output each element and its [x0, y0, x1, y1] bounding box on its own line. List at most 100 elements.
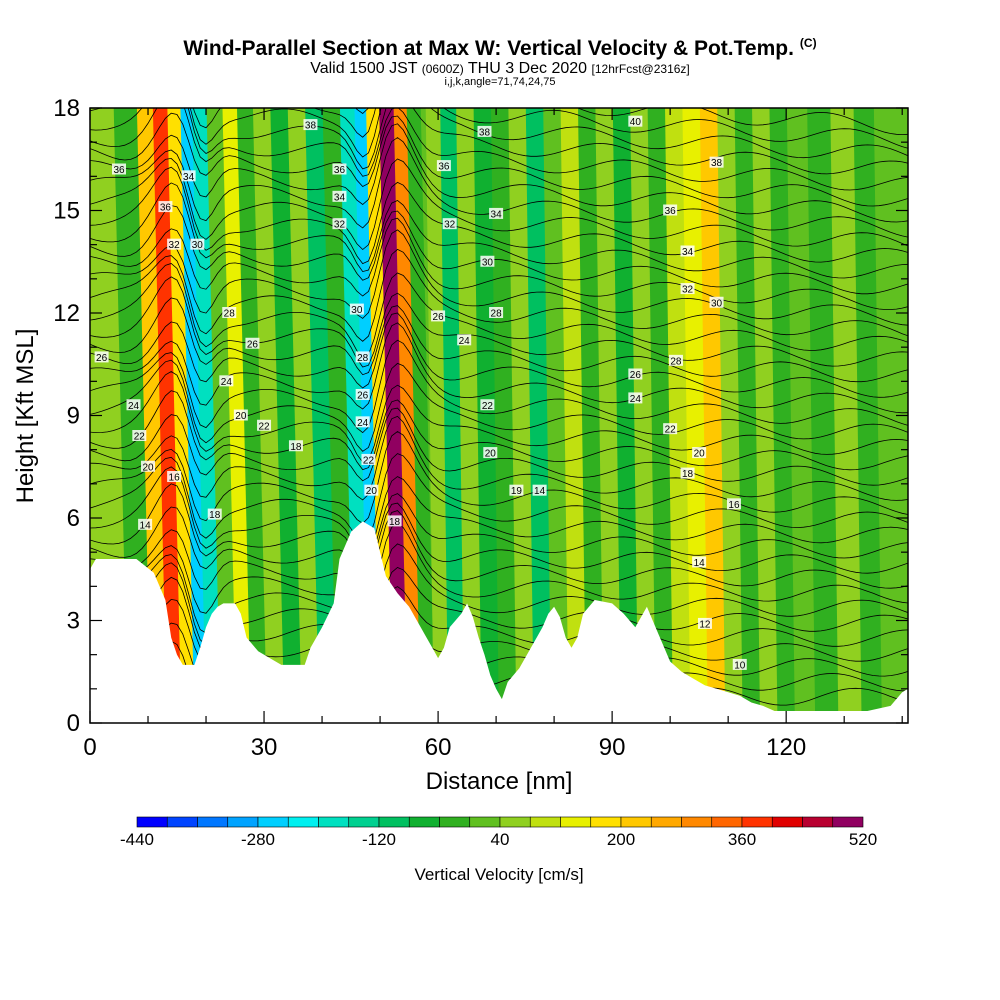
contour-label: 26	[628, 368, 643, 381]
contour-label: 20	[141, 460, 156, 473]
velocity-band	[393, 108, 422, 723]
terrain-mask	[90, 521, 908, 723]
contour-label: 28	[668, 354, 683, 367]
contour-label: 24	[628, 392, 643, 405]
contour-label: 18	[288, 440, 303, 453]
colorbar-label: -120	[362, 830, 396, 849]
valid-date: THU 3 Dec 2020	[467, 60, 588, 77]
contour-label: 36	[436, 160, 451, 173]
velocity-band	[425, 108, 450, 723]
contour-label: 32	[167, 238, 182, 251]
theta-contour	[90, 182, 908, 279]
potential-temperature-contours	[90, 108, 908, 723]
contour-label: 26	[355, 389, 370, 402]
contour-label: 12	[697, 617, 712, 630]
svg-text:38: 38	[711, 158, 723, 169]
svg-text:32: 32	[682, 285, 694, 296]
contour-label: 20	[483, 447, 498, 460]
velocity-band	[236, 108, 268, 723]
theta-contour	[90, 339, 908, 434]
y-tick-label: 9	[67, 403, 80, 430]
theta-contour	[90, 276, 908, 368]
contour-label: 30	[190, 238, 205, 251]
svg-text:20: 20	[485, 449, 497, 460]
contour-label: 22	[361, 453, 376, 466]
svg-text:14: 14	[694, 558, 706, 569]
svg-text:24: 24	[459, 336, 471, 347]
contour-label: 26	[431, 310, 446, 323]
y-axis-title: Height [Kft MSL]	[12, 329, 39, 504]
colorbar-swatch	[469, 816, 501, 828]
contour-label: 22	[480, 399, 495, 412]
svg-text:28: 28	[670, 356, 682, 367]
vertical-velocity-field	[90, 108, 908, 723]
y-tick-label: 18	[53, 95, 80, 122]
svg-text:10: 10	[734, 660, 746, 671]
svg-text:36: 36	[438, 162, 450, 173]
contour-label: 38	[709, 156, 724, 169]
svg-text:34: 34	[183, 172, 195, 183]
contour-label: 18	[207, 508, 222, 521]
colorbar-swatch	[832, 816, 864, 828]
contour-label: 22	[132, 430, 147, 443]
theta-contour	[90, 510, 908, 592]
svg-text:19: 19	[511, 486, 523, 497]
contour-label: 20	[692, 447, 707, 460]
colorbar-swatch	[166, 816, 198, 828]
contour-labels: 36 34 36 32 30 38 36 34 32 40 38 36 38 34 32 36 30 34 32 30…	[94, 115, 747, 671]
colorbar-label: 360	[728, 830, 756, 849]
theta-contour	[90, 502, 908, 575]
svg-text:34: 34	[491, 209, 503, 220]
colorbar-swatch	[590, 816, 622, 828]
svg-text:26: 26	[433, 312, 445, 323]
svg-text:24: 24	[221, 377, 233, 388]
svg-text:30: 30	[351, 305, 363, 316]
svg-text:20: 20	[366, 486, 378, 497]
contour-label: 32	[332, 218, 347, 231]
x-tick-label: 0	[83, 734, 96, 761]
contour-label: 34	[489, 207, 504, 220]
contour-label: 40	[628, 115, 643, 128]
colorbar-swatch	[408, 816, 440, 828]
chart-subtitle: Valid 1500 JST (0600Z) THU 3 Dec 2020 [1…	[0, 60, 1000, 78]
svg-text:36: 36	[334, 165, 346, 176]
contour-label: 18	[387, 515, 402, 528]
velocity-band	[192, 108, 222, 723]
velocity-band	[152, 108, 183, 723]
svg-text:24: 24	[128, 401, 140, 412]
colorbar-swatch	[741, 816, 773, 828]
theta-contour	[90, 263, 908, 359]
svg-text:22: 22	[482, 401, 494, 412]
svg-text:34: 34	[682, 247, 694, 258]
theta-contour	[90, 112, 908, 207]
svg-text:32: 32	[334, 220, 346, 231]
svg-text:16: 16	[169, 473, 181, 484]
velocity-band	[167, 108, 196, 723]
svg-text:22: 22	[258, 421, 270, 432]
theta-contour	[90, 466, 908, 558]
theta-contour	[90, 390, 908, 471]
theta-contour	[90, 522, 908, 615]
svg-text:18: 18	[290, 442, 302, 453]
contour-label: 14	[532, 484, 547, 497]
svg-text:30: 30	[482, 257, 494, 268]
theta-contour	[90, 431, 908, 525]
svg-text:36: 36	[113, 165, 125, 176]
contour-label: 24	[355, 416, 370, 429]
x-tick-label: 120	[766, 734, 806, 761]
y-tick-label: 15	[53, 198, 80, 225]
theta-contour	[90, 453, 908, 545]
contour-label: 26	[245, 337, 260, 350]
colorbar-label: 40	[491, 830, 510, 849]
theta-contour	[90, 359, 908, 452]
x-axis-title: Distance [nm]	[426, 768, 573, 795]
theta-contour	[192, 108, 908, 149]
colorbar-swatch	[620, 816, 652, 828]
colorbar-title: Vertical Velocity [cm/s]	[414, 865, 583, 884]
theta-contour	[90, 157, 908, 251]
contour-label: 26	[94, 351, 109, 364]
svg-text:20: 20	[694, 449, 706, 460]
contour-label: 19	[509, 484, 524, 497]
contour-label: 38	[477, 125, 492, 138]
theta-contour	[90, 217, 908, 310]
